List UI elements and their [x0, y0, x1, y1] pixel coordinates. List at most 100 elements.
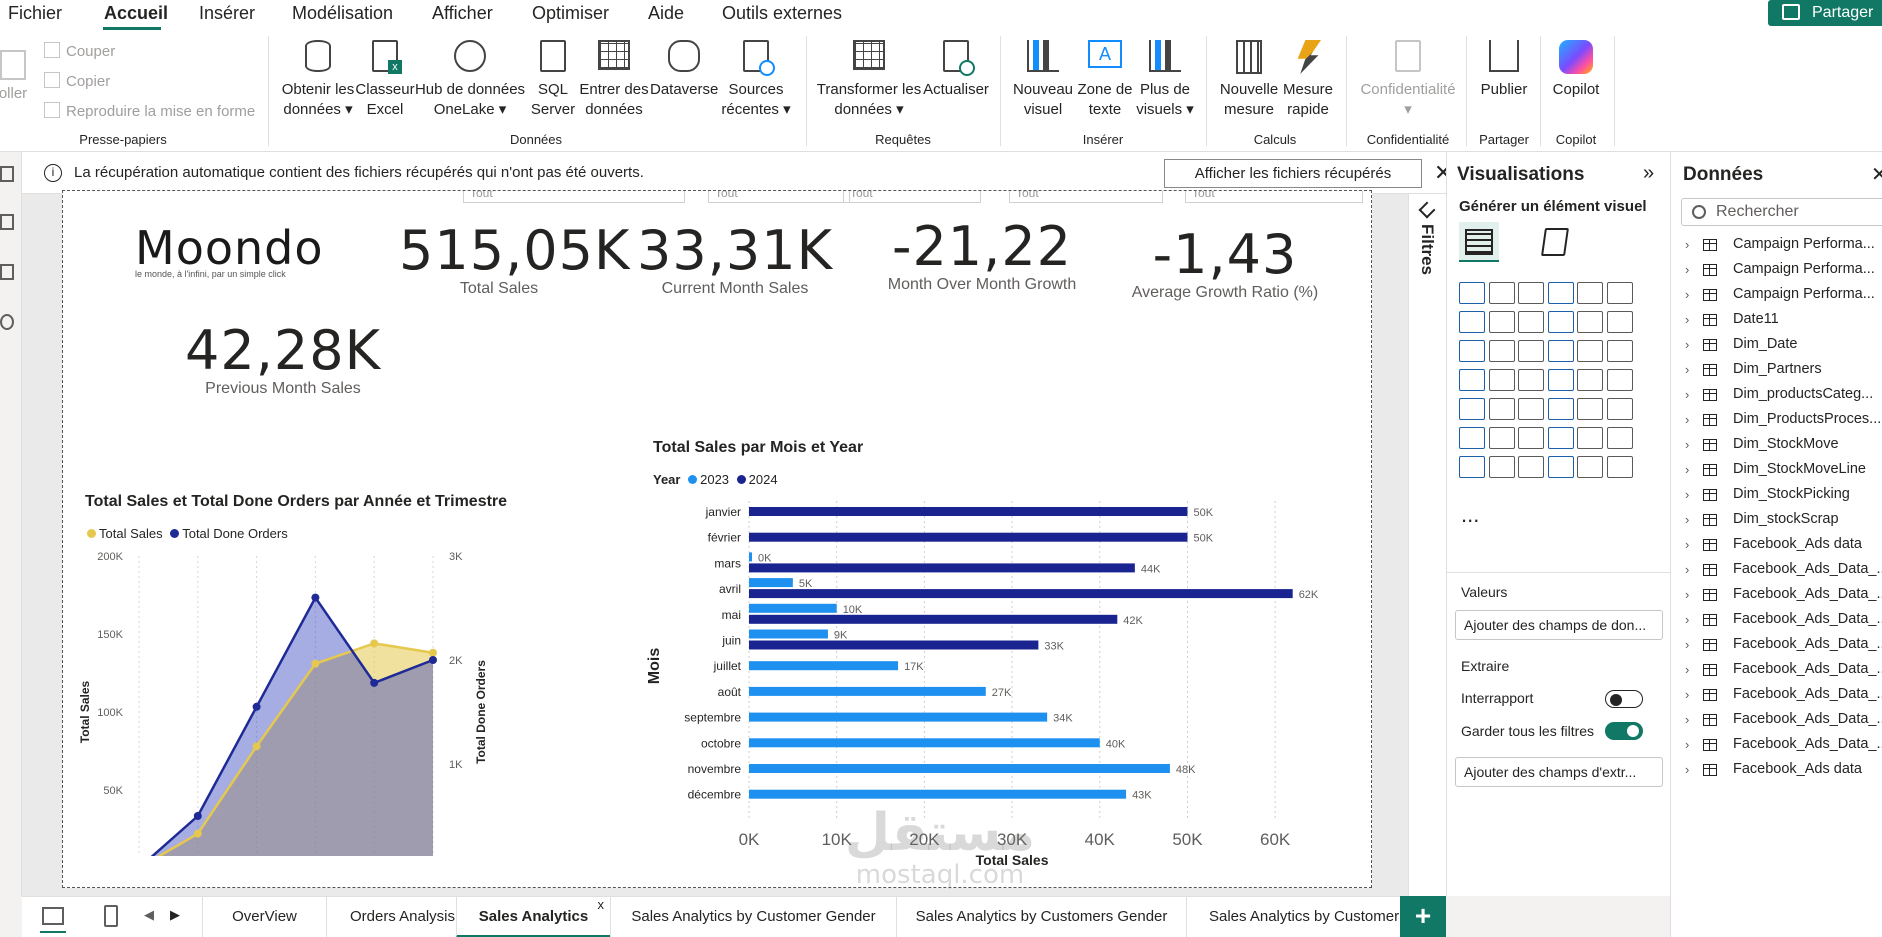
kpi-icon[interactable]	[1488, 398, 1515, 420]
data-table-item[interactable]: › Dim_stockScrap	[1671, 509, 1882, 534]
chevron-right-icon[interactable]: ›	[1685, 312, 1690, 327]
data-table-item[interactable]: › Facebook_Ads_Data_...	[1671, 684, 1882, 709]
metrics-icon[interactable]	[1547, 456, 1574, 478]
chevron-right-icon[interactable]: ›	[1685, 412, 1690, 427]
matrix-icon[interactable]	[1577, 398, 1603, 420]
slicer-icon[interactable]	[1518, 398, 1544, 420]
tab-orders-analysis[interactable]: Orders Analysis	[326, 897, 478, 937]
tab-sales-analytics[interactable]: Sales Analytics x	[456, 897, 610, 937]
menu-inserer[interactable]: Insérer	[199, 3, 256, 23]
data-table-item[interactable]: › Facebook_Ads_Data_...	[1671, 659, 1882, 684]
data-table-item[interactable]: › Campaign Performa...	[1671, 234, 1882, 259]
stacked-bar-chart-icon[interactable]	[1459, 282, 1485, 304]
chevron-right-icon[interactable]: ›	[1685, 362, 1690, 377]
card-icon[interactable]	[1606, 369, 1633, 391]
slicer-dropdown[interactable]: Tout	[843, 191, 981, 203]
data-table-item[interactable]: › Facebook_Ads_Data_...	[1671, 609, 1882, 634]
sql-server-button[interactable]: SQL Server	[530, 34, 576, 120]
paste-button[interactable]: Coller	[0, 50, 34, 104]
chevron-right-icon[interactable]: ›	[1685, 662, 1690, 677]
data-table-item[interactable]: › Dim_StockPicking	[1671, 484, 1882, 509]
data-table-item[interactable]: › Dim_productsCateg...	[1671, 384, 1882, 409]
waterfall-chart-icon[interactable]	[1488, 340, 1515, 362]
ribbon-chart-icon[interactable]	[1459, 340, 1485, 362]
chevron-right-icon[interactable]: ›	[1685, 262, 1690, 277]
menu-fichier[interactable]: Fichier	[8, 3, 63, 23]
copy-button[interactable]: Copier	[44, 72, 110, 90]
chevron-right-icon[interactable]: ›	[1685, 637, 1690, 652]
data-table-item[interactable]: › Dim_ProductsProces...	[1671, 409, 1882, 434]
report-view-icon[interactable]	[0, 166, 14, 182]
menu-optimiser[interactable]: Optimiser	[532, 3, 610, 23]
stacked-column-chart-icon[interactable]	[1488, 282, 1515, 304]
slicer-dropdown[interactable]: Tout	[463, 191, 685, 203]
format-painter-button[interactable]: Reproduire la mise en forme	[44, 102, 255, 120]
quick-measure-button[interactable]: Mesure rapide	[1282, 34, 1334, 120]
tab-overview[interactable]: OverView	[202, 897, 326, 937]
gauge-icon[interactable]	[1577, 369, 1603, 391]
close-tab-icon[interactable]: x	[597, 897, 605, 912]
chevron-right-icon[interactable]: ›	[1685, 712, 1690, 727]
r-visual-icon[interactable]	[1606, 398, 1633, 420]
desktop-layout-icon[interactable]	[42, 907, 64, 925]
excel-workbook-button[interactable]: x Classeur Excel	[355, 34, 415, 120]
data-table-item[interactable]: › Facebook_Ads_Data_...	[1671, 634, 1882, 659]
data-table-item[interactable]: › Dim_StockMove	[1671, 434, 1882, 459]
azure-map-icon[interactable]	[1547, 369, 1574, 391]
cross-report-toggle[interactable]	[1605, 690, 1643, 708]
enter-data-button[interactable]: Entrer des données	[578, 34, 650, 120]
dataverse-button[interactable]: Dataverse	[650, 34, 718, 100]
data-table-item[interactable]: › Facebook_Ads_Data_...	[1671, 734, 1882, 759]
data-table-item[interactable]: › Facebook_Ads data	[1671, 759, 1882, 784]
close-icon[interactable]: ✕	[1871, 162, 1882, 187]
sensitivity-button[interactable]: Confidentialité ▾	[1356, 34, 1460, 120]
goals-icon[interactable]	[1606, 427, 1633, 449]
chevron-right-icon[interactable]: ›	[1685, 387, 1690, 402]
chevron-right-icon[interactable]: ›	[1685, 562, 1690, 577]
slicer-dropdown[interactable]: Tout	[1185, 191, 1363, 203]
map-icon[interactable]	[1488, 369, 1515, 391]
data-table-item[interactable]: › Date11	[1671, 309, 1882, 334]
table-icon[interactable]	[1547, 398, 1574, 420]
copilot-button[interactable]: Copilot	[1548, 34, 1604, 100]
qa-icon[interactable]	[1547, 427, 1574, 449]
clustered-bar-chart-icon[interactable]	[1518, 282, 1544, 304]
more-visuals-button[interactable]: Plus de visuels ▾	[1134, 34, 1196, 120]
data-table-item[interactable]: › Dim_StockMoveLine	[1671, 459, 1882, 484]
chevron-right-icon[interactable]: ›	[1685, 237, 1690, 252]
collapse-pane-icon[interactable]: »	[1643, 162, 1655, 184]
chevron-right-icon[interactable]: ›	[1685, 587, 1690, 602]
refresh-button[interactable]: Actualiser	[922, 34, 990, 100]
filters-pane-collapsed[interactable]: Filtres	[1408, 194, 1446, 896]
get-data-button[interactable]: Obtenir les données ▾	[278, 34, 358, 120]
values-drop-field[interactable]: Ajouter des champs de don...	[1455, 610, 1663, 640]
data-table-item[interactable]: › Dim_Partners	[1671, 359, 1882, 384]
line-column-chart-icon[interactable]	[1577, 311, 1603, 333]
filled-map-icon[interactable]	[1518, 369, 1544, 391]
diamond-visual-icon[interactable]	[1577, 456, 1603, 478]
cut-button[interactable]: Couper	[44, 42, 115, 60]
transform-data-button[interactable]: Transformer les données ▾	[816, 34, 922, 120]
menu-outils-externes[interactable]: Outils externes	[722, 3, 843, 23]
tab-sales-by-customers-gender[interactable]: Sales Analytics by Customers Gender	[896, 897, 1186, 937]
funnel-chart-icon[interactable]	[1518, 340, 1544, 362]
chevron-right-icon[interactable]: ›	[1685, 437, 1690, 452]
area-chart[interactable]: 0K50K100K150K200K0K1K2K3Kjanv. 2023avr. …	[73, 546, 543, 856]
more-visuals-ellipsis[interactable]: ...	[1461, 502, 1480, 527]
multi-row-card-icon[interactable]	[1459, 398, 1485, 420]
chevron-right-icon[interactable]: ›	[1685, 287, 1690, 302]
stacked-area-chart-icon[interactable]	[1518, 311, 1544, 333]
drillthrough-drop-field[interactable]: Ajouter des champs d'extr...	[1455, 757, 1663, 787]
chevron-right-icon[interactable]: ›	[1685, 737, 1690, 752]
power-apps-icon[interactable]	[1488, 456, 1515, 478]
bar-chart[interactable]: 0K 10K 20K 30K 40K 50K 60K Total Sales Mois janvi…	[643, 491, 1363, 871]
menu-modelisation[interactable]: Modélisation	[292, 3, 394, 23]
100-bar-chart-icon[interactable]	[1577, 282, 1603, 304]
next-page-icon[interactable]: ▶	[170, 907, 180, 922]
chevron-right-icon[interactable]: ›	[1685, 487, 1690, 502]
line-clustered-column-icon[interactable]	[1606, 311, 1633, 333]
previous-page-icon[interactable]: ◀	[144, 907, 154, 922]
donut-chart-icon[interactable]	[1606, 340, 1633, 362]
menu-afficher[interactable]: Afficher	[432, 3, 493, 23]
add-page-button[interactable]: +	[1400, 896, 1446, 937]
